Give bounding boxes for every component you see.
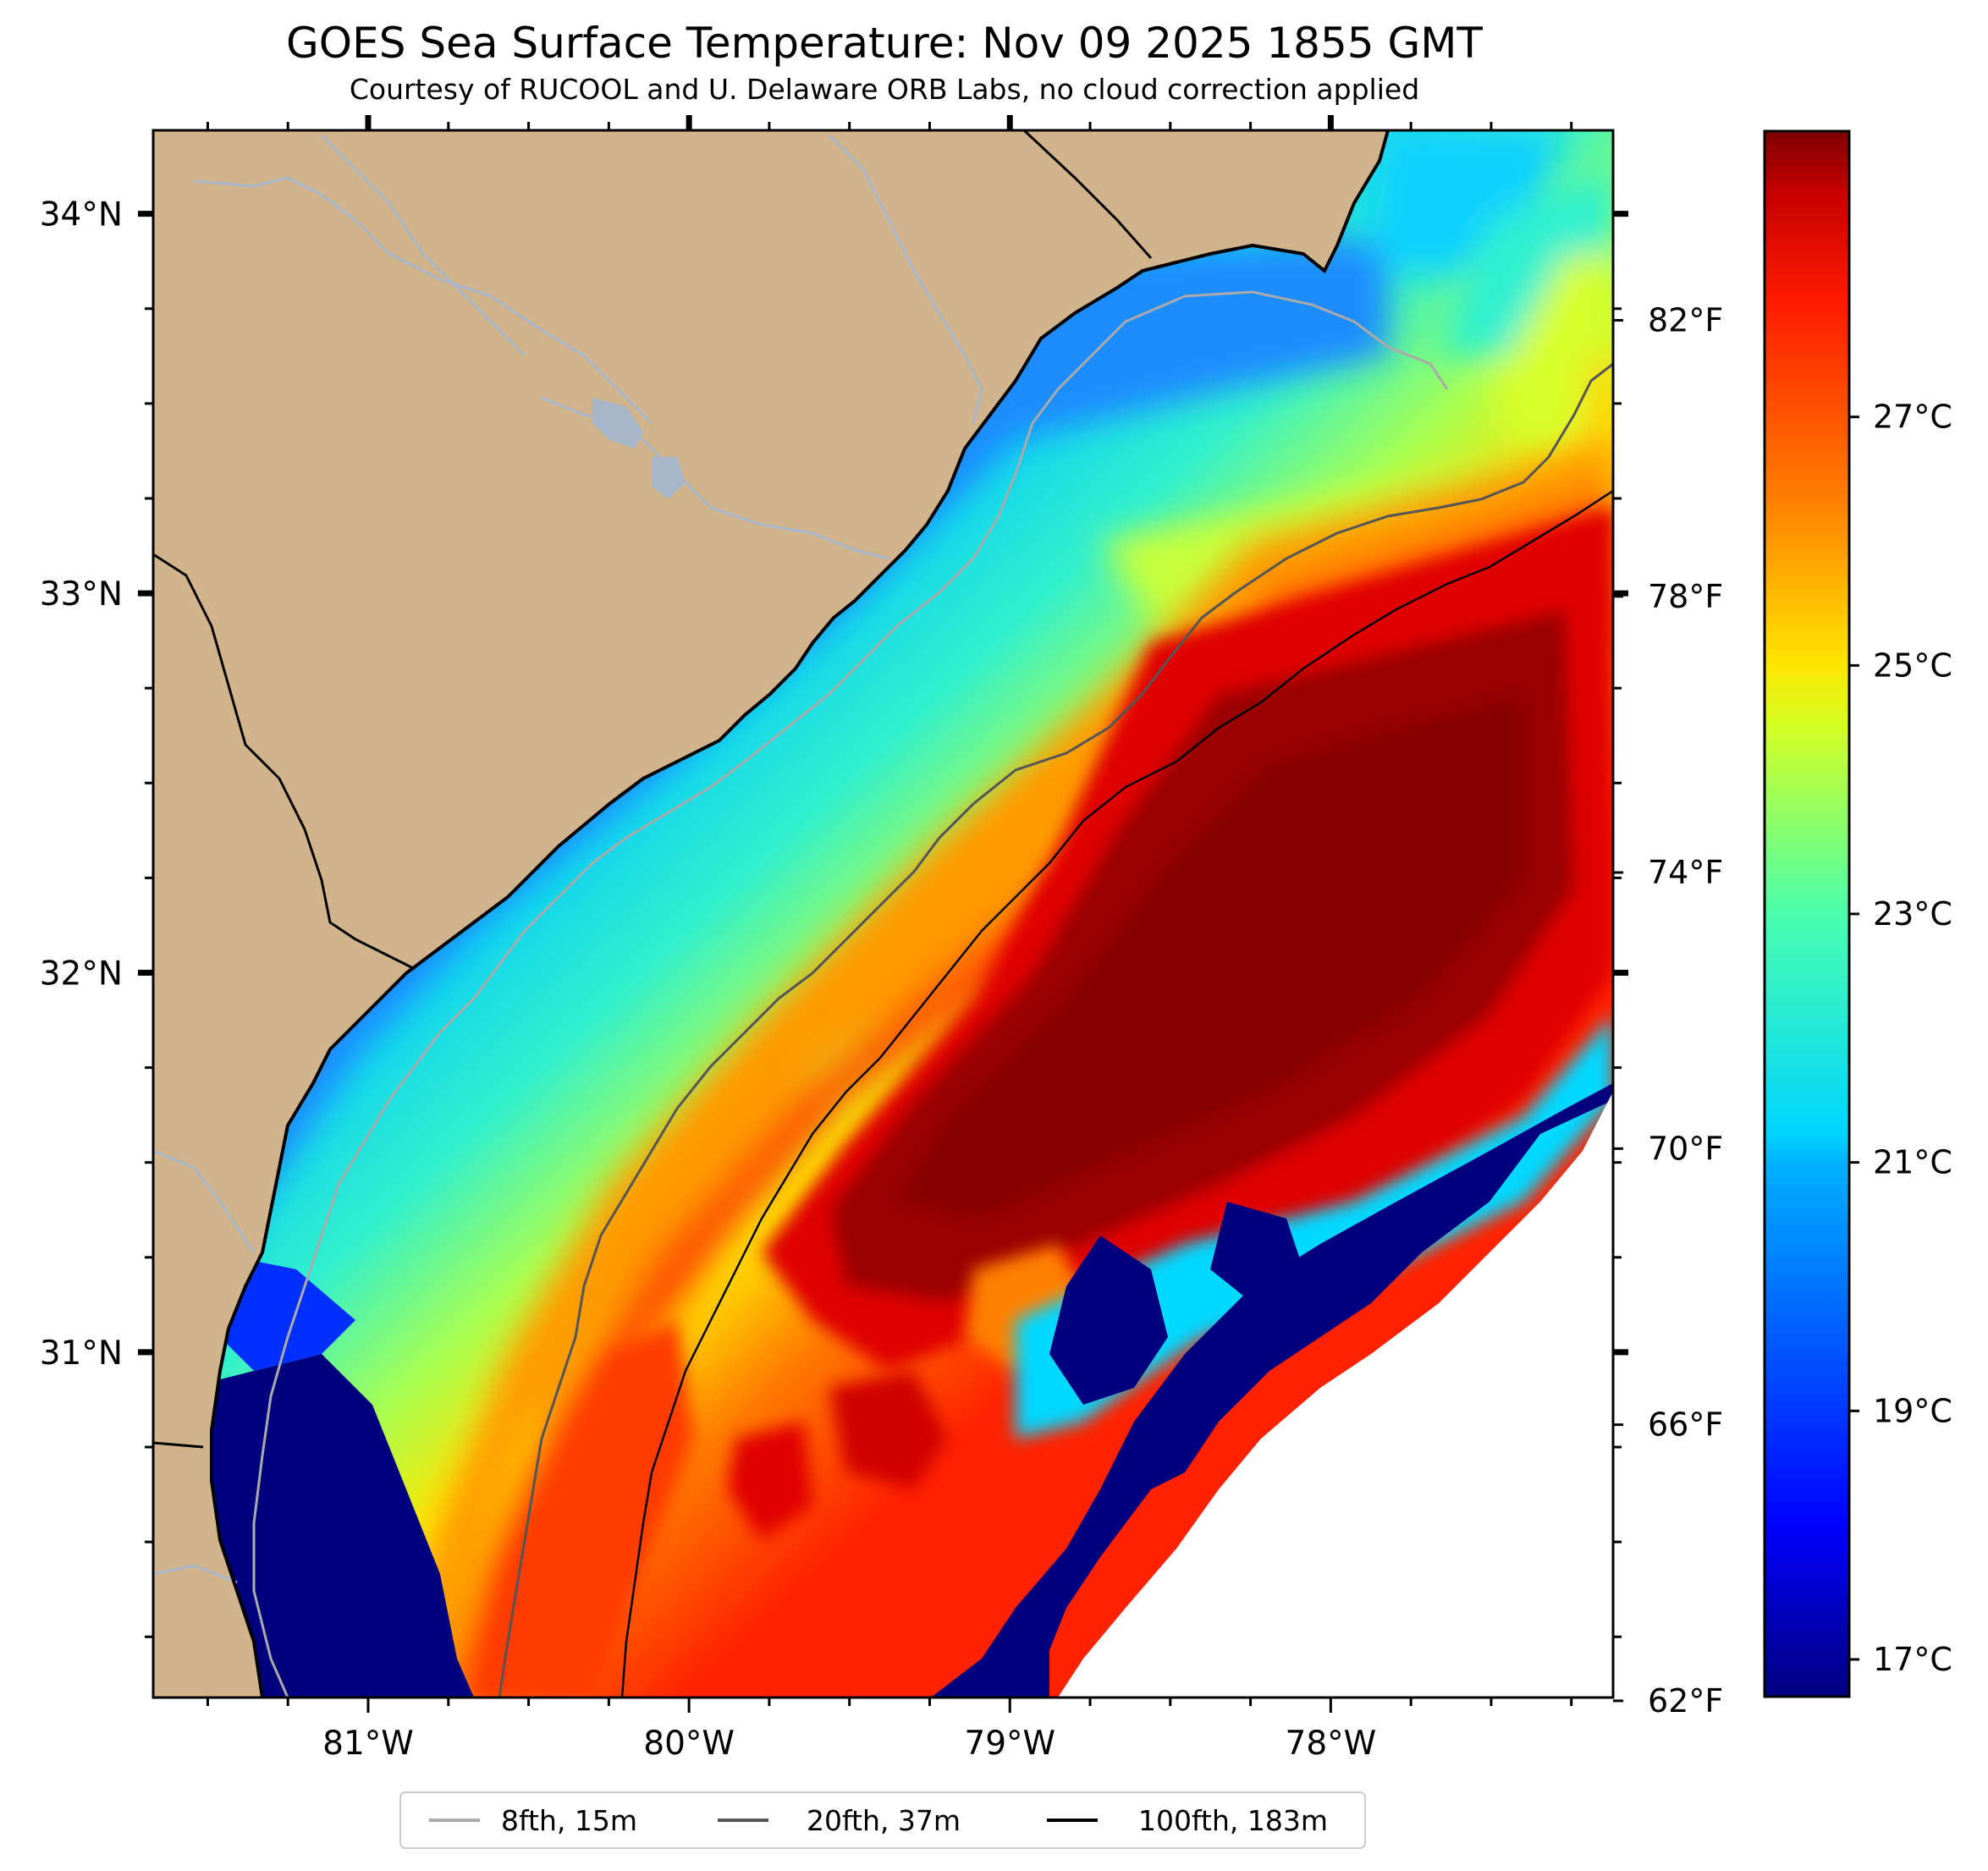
fahrenheit-tick-label: 74°F [1648, 854, 1723, 891]
sst-map [153, 130, 1613, 1698]
legend-item-20fth: 20fth, 37m [718, 1804, 961, 1837]
lon-tick-label: 79°W [964, 1725, 1055, 1763]
contour-legend: 8fth, 15m 20fth, 37m 100fth, 183m [399, 1791, 1366, 1849]
colorbar-axes: 17°C 19°C 21°C 23°C 25°C 27°C 62°F 66°F 70°F 74°F… [1613, 302, 1952, 1720]
sst-cold-offshore [153, 1015, 1613, 1698]
celsius-tick-label: 25°C [1873, 647, 1952, 684]
celsius-tick-label: 17°C [1873, 1641, 1952, 1678]
lon-tick-label: 78°W [1286, 1725, 1377, 1763]
legend-label-20fth: 20fth, 37m [807, 1804, 961, 1837]
fahrenheit-tick-label: 66°F [1648, 1406, 1723, 1444]
celsius-tick-label: 23°C [1873, 895, 1952, 933]
lon-tick-label: 80°W [643, 1725, 735, 1763]
celsius-tick-label: 21°C [1873, 1144, 1952, 1181]
land [153, 130, 1388, 1698]
state-borders [153, 130, 1153, 1449]
lat-tick-label: 32°N [40, 955, 123, 993]
map-subtitle: Courtesy of RUCOOL and U. Delaware ORB L… [349, 73, 1420, 106]
fahrenheit-tick-label: 62°F [1648, 1682, 1723, 1720]
map-title: GOES Sea Surface Temperature: Nov 09 202… [286, 19, 1483, 68]
gulf-stream-core [762, 508, 1613, 1371]
lat-tick-label: 31°N [40, 1334, 123, 1373]
fahrenheit-tick-label: 70°F [1648, 1130, 1723, 1167]
map-axes: 81°W 80°W 79°W 78°W 34°N 33°N 32°N 31°N [40, 115, 1628, 1763]
lon-tick-label: 81°W [322, 1725, 414, 1763]
celsius-tick-label: 27°C [1873, 399, 1952, 436]
fahrenheit-tick-label: 78°F [1648, 578, 1723, 615]
legend-item-100fth: 100fth, 183m [1047, 1804, 1328, 1837]
lat-tick-label: 33°N [40, 575, 123, 614]
fahrenheit-tick-label: 82°F [1648, 302, 1723, 339]
contour-100fth [620, 489, 1613, 1698]
lat-tick-label: 34°N [40, 196, 123, 234]
contour-8fth [252, 290, 1449, 1698]
contour-20fth [498, 362, 1613, 1698]
coastline [210, 130, 1390, 1698]
celsius-tick-label: 19°C [1873, 1392, 1952, 1429]
lake [592, 398, 686, 499]
legend-label-8fth: 8fth, 15m [501, 1804, 637, 1837]
legend-item-8fth: 8fth, 15m [429, 1804, 637, 1837]
legend-label-100fth: 100fth, 183m [1138, 1804, 1328, 1837]
colorbar [1763, 129, 1851, 1698]
land-mass [153, 130, 1388, 1698]
sst-warm-streamers [474, 1244, 1100, 1698]
map-frame [151, 129, 1615, 1699]
